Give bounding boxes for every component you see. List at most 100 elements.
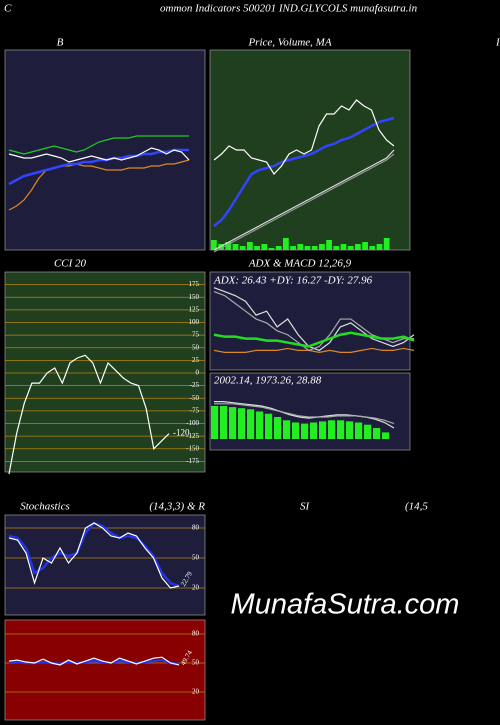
rsi-title: SI <box>300 501 311 513</box>
panel-subtitle: (14,3,3) & R <box>149 501 205 513</box>
bar <box>268 248 275 250</box>
bar <box>247 409 255 439</box>
bar <box>261 244 268 250</box>
bar <box>369 246 376 250</box>
series-line <box>213 99 395 175</box>
panel <box>209 271 411 371</box>
y-tick-label: 50 <box>192 659 200 667</box>
bar <box>238 408 246 439</box>
y-tick-label: -150 <box>186 444 199 452</box>
series-line <box>8 148 189 186</box>
y-tick-label: -50 <box>190 394 200 402</box>
panel <box>4 514 206 616</box>
series-line <box>8 354 170 475</box>
bar <box>232 244 239 250</box>
bar <box>229 407 237 439</box>
bar <box>383 238 390 250</box>
y-tick-label: 25 <box>192 356 200 364</box>
bar <box>376 244 383 250</box>
y-tick-label: 20 <box>192 688 200 696</box>
bar <box>337 420 345 439</box>
series-line <box>9 658 180 666</box>
bar <box>382 432 390 439</box>
end-label: -120 <box>173 428 190 438</box>
y-tick-label: 175 <box>189 280 200 288</box>
y-tick-label: 0 <box>196 369 200 377</box>
bar <box>311 246 318 250</box>
bar <box>290 246 296 250</box>
panel-title: Stochastics <box>20 501 70 513</box>
header-right: I <box>495 37 500 49</box>
bar <box>283 420 291 439</box>
y-tick-label: 80 <box>192 524 200 532</box>
bar <box>347 246 354 250</box>
y-tick-label: 125 <box>189 305 200 313</box>
bar <box>256 411 264 439</box>
bar <box>310 422 318 439</box>
panel-title: CCI 20 <box>54 258 87 270</box>
bar <box>364 424 372 439</box>
bar <box>211 406 219 439</box>
panel <box>4 619 206 721</box>
header-left: C <box>4 3 12 15</box>
bar <box>355 244 361 250</box>
bar <box>326 240 332 250</box>
bar <box>218 244 224 250</box>
bar <box>304 246 311 250</box>
panel <box>4 271 206 473</box>
series-line <box>213 149 395 251</box>
panel-title: B <box>57 37 64 49</box>
bar <box>211 240 217 250</box>
bar <box>247 242 253 250</box>
bar <box>275 246 282 250</box>
bar <box>274 417 282 439</box>
series-line <box>8 159 190 211</box>
bar <box>225 242 232 250</box>
y-tick-label: 150 <box>189 293 200 301</box>
y-tick-label: 75 <box>192 331 200 339</box>
bar <box>297 244 304 250</box>
panel-title: ADX & MACD 12,26,9 <box>248 258 352 270</box>
header-title: ommon Indicators 500201 IND.GLYCOLS muna… <box>160 3 418 15</box>
bar <box>362 242 368 250</box>
bar <box>319 421 327 439</box>
bar <box>346 421 354 439</box>
bar <box>220 406 228 439</box>
panel-annotation: ADX: 26.43 +DY: 16.27 -DY: 27.96 <box>213 275 373 287</box>
series-line <box>8 147 190 163</box>
rsi-params: (14,5 <box>405 501 428 513</box>
y-tick-label: 100 <box>189 318 200 326</box>
y-tick-label: 50 <box>192 343 200 351</box>
series-line <box>8 656 180 666</box>
watermark: MunafaSutra.com <box>231 589 460 621</box>
y-tick-label: 50 <box>192 554 200 562</box>
bar <box>355 422 363 439</box>
panel-annotation: 2002.14, 1973.26, 28.88 <box>214 375 322 387</box>
bar <box>239 246 246 250</box>
series-line <box>213 153 395 253</box>
y-tick-label: 20 <box>192 584 200 592</box>
bar <box>333 246 340 250</box>
series-line <box>213 347 415 353</box>
series-line <box>214 403 395 425</box>
y-tick-label: 80 <box>192 630 200 638</box>
y-tick-label: -25 <box>190 381 200 389</box>
bar <box>373 428 381 439</box>
y-tick-label: -125 <box>186 432 199 440</box>
bar <box>319 244 325 250</box>
y-tick-label: -75 <box>190 406 200 414</box>
bar <box>340 244 347 250</box>
panel-title: Price, Volume, MA <box>247 37 331 49</box>
y-tick-label: -175 <box>186 457 199 465</box>
series-line <box>213 331 415 348</box>
bar <box>283 238 289 250</box>
bar <box>292 422 300 439</box>
bar <box>254 246 260 250</box>
series-line <box>8 522 180 589</box>
series-line <box>213 116 395 227</box>
series-line <box>8 135 189 155</box>
bar <box>301 423 309 439</box>
y-tick-label: -100 <box>186 419 199 427</box>
bar <box>265 413 273 439</box>
